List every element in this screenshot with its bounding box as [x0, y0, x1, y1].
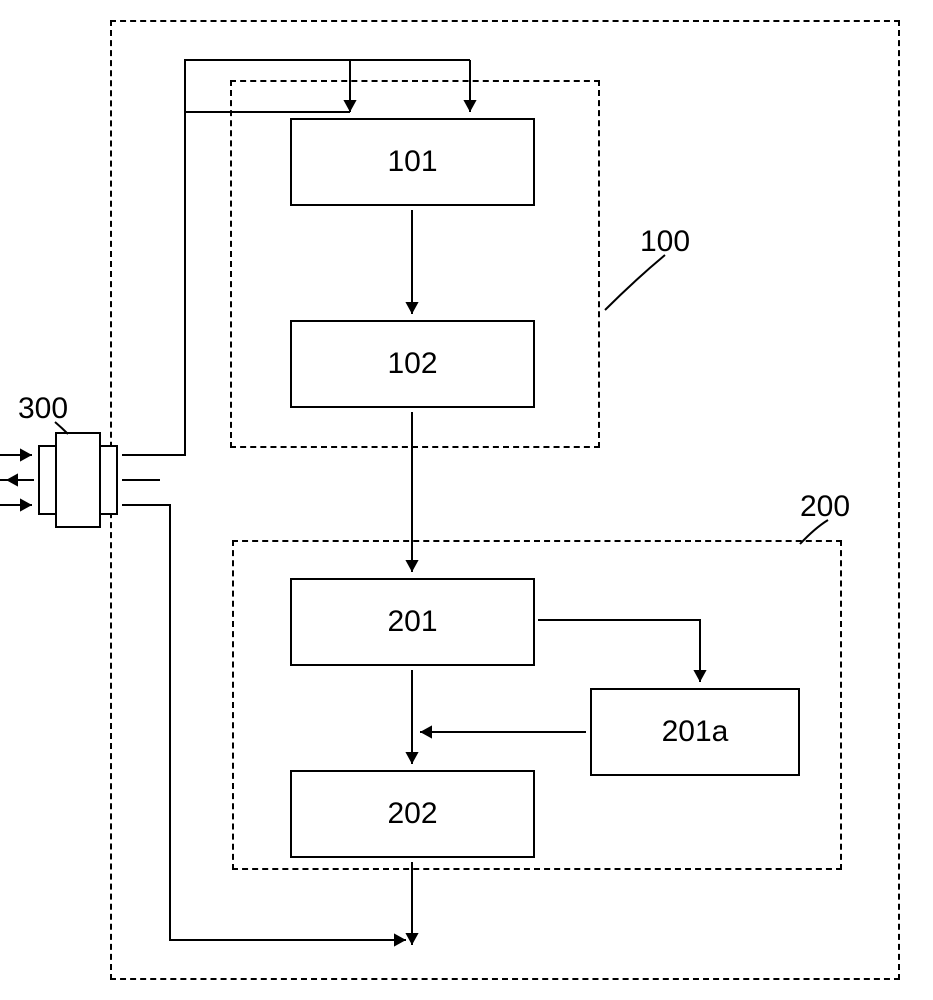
- box-label-b101: 101: [387, 145, 437, 179]
- box-b201a: 201a: [590, 688, 800, 776]
- box-b101: 101: [290, 118, 535, 206]
- box-label-b201a: 201a: [662, 715, 729, 749]
- label-l100: 100: [640, 225, 690, 259]
- box-b102: 102: [290, 320, 535, 408]
- box-label-b201: 201: [387, 605, 437, 639]
- box-conn_inner: [55, 432, 101, 528]
- box-b202: 202: [290, 770, 535, 858]
- label-l300: 300: [18, 392, 68, 426]
- box-b201: 201: [290, 578, 535, 666]
- box-label-b102: 102: [387, 347, 437, 381]
- label-l200: 200: [800, 490, 850, 524]
- box-label-b202: 202: [387, 797, 437, 831]
